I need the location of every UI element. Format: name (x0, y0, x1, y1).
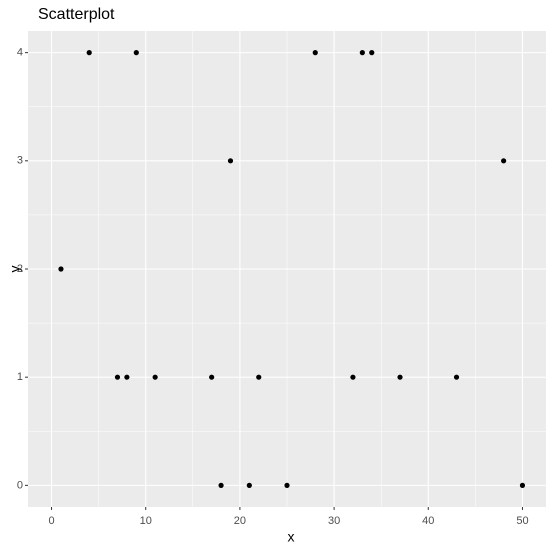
marks (58, 50, 526, 488)
y-tick-label: 4 (17, 47, 23, 59)
point (152, 374, 158, 380)
point (124, 374, 130, 380)
point (453, 374, 460, 380)
x-tick-label: 20 (234, 515, 246, 527)
y-tick-label: 0 (17, 479, 23, 491)
point (350, 374, 356, 380)
grid (28, 31, 546, 507)
y-tick-label: 2 (17, 263, 23, 275)
point (519, 482, 526, 488)
point (359, 50, 365, 56)
point (133, 50, 139, 56)
point (501, 158, 507, 164)
y-tick-label: 1 (17, 371, 23, 383)
point (246, 482, 252, 488)
x-tick-label: 10 (140, 515, 152, 527)
point (256, 374, 262, 380)
point (397, 374, 403, 380)
point (86, 50, 92, 56)
point (369, 50, 375, 56)
point (58, 266, 64, 272)
x-tick-label: 50 (516, 515, 528, 527)
point (114, 374, 121, 380)
point (312, 50, 318, 56)
point (209, 374, 215, 380)
y-tick-label: 3 (17, 155, 23, 167)
x-axis-title: x (288, 529, 295, 545)
point (227, 158, 234, 164)
point (218, 482, 224, 488)
x-tick-label: 30 (328, 515, 340, 527)
y-axis-title: y (7, 266, 23, 273)
x-tick-label: 0 (48, 515, 54, 527)
x-tick-label: 40 (422, 515, 434, 527)
chart-title: Scatterplot (38, 6, 115, 23)
point (284, 482, 290, 488)
